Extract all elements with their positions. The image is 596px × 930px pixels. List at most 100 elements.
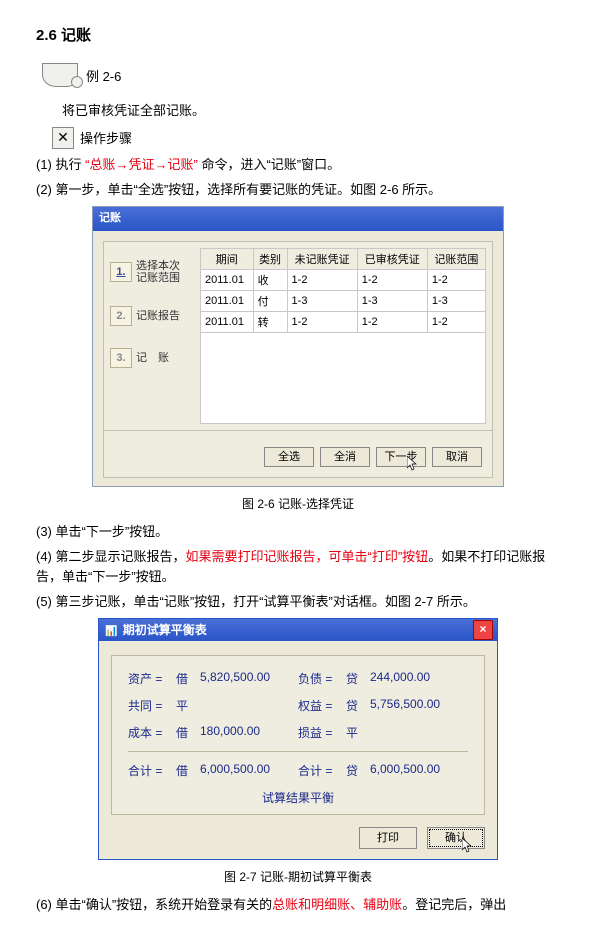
bal-value: 180,000.00 xyxy=(200,724,298,741)
clear-all-button[interactable]: 全消 xyxy=(320,447,370,467)
bal-label: 负债 = xyxy=(298,670,346,687)
table-row[interactable]: 2011.01 收 1-2 1-2 1-2 xyxy=(201,269,486,290)
cell: 1-3 xyxy=(427,290,485,311)
balance-row: 共同 = 平 权益 = 贷 5,756,500.00 xyxy=(128,697,468,714)
cell: 2011.01 xyxy=(201,311,254,332)
step1-pre: (1) 执行 xyxy=(36,157,82,172)
step4-pre: (4) 第二步显示记账报告， xyxy=(36,549,186,564)
wizard-step-3[interactable]: 3. 记 账 xyxy=(110,348,200,368)
ops-label: 操作步骤 xyxy=(80,128,132,147)
table-empty-area xyxy=(200,333,486,424)
cell: 收 xyxy=(253,269,287,290)
window-trial-balance-buttons: 打印 确认 xyxy=(111,827,485,849)
wizard-step-1-label: 选择本次 记账范围 xyxy=(136,260,180,284)
window-jizhang: 记账 1. 选择本次 记账范围 2. 记账报告 3. 记 账 xyxy=(92,206,504,487)
step-3: (3) 单击“下一步”按钮。 xyxy=(36,522,560,542)
bal-value xyxy=(370,724,468,741)
step1-cmd: “总账→凭证→记账” xyxy=(85,157,198,172)
example-row: 例 2-6 xyxy=(42,63,560,87)
wizard-step-1-num: 1. xyxy=(110,262,132,282)
bal-value xyxy=(200,697,298,714)
wizard-step-3-num: 3. xyxy=(110,348,132,368)
cell: 转 xyxy=(253,311,287,332)
window-jizhang-title: 记账 xyxy=(93,207,503,231)
cell: 1-2 xyxy=(427,311,485,332)
bal-dc: 贷 xyxy=(346,670,370,687)
col-unposted: 未记账凭证 xyxy=(287,248,357,269)
cell: 1-2 xyxy=(427,269,485,290)
col-period: 期间 xyxy=(201,248,254,269)
next-button-label: 下一步 xyxy=(385,451,418,463)
cell: 2011.01 xyxy=(201,269,254,290)
hand-point-icon xyxy=(42,63,78,87)
cell: 1-2 xyxy=(357,311,427,332)
step6-pre: (6) 单击“确认”按钮，系统开始登录有关的 xyxy=(36,897,272,912)
balance-total-row: 合计 = 借 6,000,500.00 合计 = 贷 6,000,500.00 xyxy=(128,762,468,779)
cell: 1-2 xyxy=(357,269,427,290)
ops-row: ✕ 操作步骤 xyxy=(52,127,560,149)
intro-text: 将已审核凭证全部记账。 xyxy=(36,101,560,121)
close-icon[interactable]: × xyxy=(473,620,493,640)
cell: 付 xyxy=(253,290,287,311)
window-trial-balance: 📊 期初试算平衡表 × 资产 = 借 5,820,500.00 负债 = 贷 2… xyxy=(98,618,498,860)
ok-button[interactable]: 确认 xyxy=(427,827,485,849)
bal-value: 244,000.00 xyxy=(370,670,468,687)
bal-dc: 平 xyxy=(176,697,200,714)
figure-caption-1: 图 2-6 记账-选择凭证 xyxy=(36,495,560,512)
wizard-step-2-num: 2. xyxy=(110,306,132,326)
window-trial-balance-title: 📊 期初试算平衡表 xyxy=(105,621,207,638)
voucher-table: 期间 类别 未记账凭证 已审核凭证 记账范围 2011.01 收 xyxy=(200,248,486,333)
table-row[interactable]: 2011.01 转 1-2 1-2 1-2 xyxy=(201,311,486,332)
col-audited: 已审核凭证 xyxy=(357,248,427,269)
select-all-button[interactable]: 全选 xyxy=(264,447,314,467)
cell: 1-3 xyxy=(287,290,357,311)
step-5: (5) 第三步记账，单击“记账”按钮，打开“试算平衡表”对话框。如图 2-7 所… xyxy=(36,592,560,612)
bal-value: 6,000,500.00 xyxy=(370,762,468,779)
bal-dc: 贷 xyxy=(346,697,370,714)
bal-label: 损益 = xyxy=(298,724,346,741)
balance-row: 资产 = 借 5,820,500.00 负债 = 贷 244,000.00 xyxy=(128,670,468,687)
bal-label: 成本 = xyxy=(128,724,176,741)
step-2: (2) 第一步，单击“全选”按钮，选择所有要记账的凭证。如图 2-6 所示。 xyxy=(36,180,560,200)
cell: 1-2 xyxy=(287,311,357,332)
table-row[interactable]: 2011.01 付 1-3 1-3 1-3 xyxy=(201,290,486,311)
col-type: 类别 xyxy=(253,248,287,269)
tools-icon: ✕ xyxy=(52,127,74,149)
cancel-button[interactable]: 取消 xyxy=(432,447,482,467)
bal-value: 6,000,500.00 xyxy=(200,762,298,779)
balance-panel: 资产 = 借 5,820,500.00 负债 = 贷 244,000.00 共同… xyxy=(111,655,485,815)
bal-dc: 贷 xyxy=(346,762,370,779)
next-button[interactable]: 下一步 xyxy=(376,447,426,467)
bal-dc: 借 xyxy=(176,724,200,741)
wizard-step-2[interactable]: 2. 记账报告 xyxy=(110,306,200,326)
window-jizhang-buttons: 全选 全消 下一步 取消 xyxy=(103,431,493,478)
example-label: 例 2-6 xyxy=(86,66,121,85)
bal-dc: 平 xyxy=(346,724,370,741)
bal-label: 共同 = xyxy=(128,697,176,714)
step6-red: 总账和明细账、辅助账 xyxy=(272,897,402,912)
step4-red: 如果需要打印记账报告，可单击“打印”按钮 xyxy=(186,549,429,564)
wizard-step-1[interactable]: 1. 选择本次 记账范围 xyxy=(110,260,200,284)
balance-row: 成本 = 借 180,000.00 损益 = 平 xyxy=(128,724,468,741)
wizard-step-2-label: 记账报告 xyxy=(136,310,180,322)
bal-label: 权益 = xyxy=(298,697,346,714)
step6-post: 。登记完后，弹出 xyxy=(402,897,506,912)
balance-divider xyxy=(128,751,468,752)
bal-label: 资产 = xyxy=(128,670,176,687)
window-trial-balance-titlebar: 📊 期初试算平衡表 × xyxy=(99,619,497,641)
wizard-step-3-label: 记 账 xyxy=(136,352,169,364)
print-button[interactable]: 打印 xyxy=(359,827,417,849)
bal-label: 合计 = xyxy=(128,762,176,779)
cell: 2011.01 xyxy=(201,290,254,311)
bal-dc: 借 xyxy=(176,670,200,687)
wizard-steps: 1. 选择本次 记账范围 2. 记账报告 3. 记 账 xyxy=(110,248,200,424)
bal-dc: 借 xyxy=(176,762,200,779)
ok-button-label: 确认 xyxy=(445,832,467,844)
col-range: 记账范围 xyxy=(427,248,485,269)
bal-label: 合计 = xyxy=(298,762,346,779)
window-trial-balance-title-text: 期初试算平衡表 xyxy=(123,623,207,637)
chart-icon: 📊 xyxy=(105,626,117,637)
figure-caption-2: 图 2-7 记账-期初试算平衡表 xyxy=(36,868,560,885)
bal-value: 5,820,500.00 xyxy=(200,670,298,687)
step-6: (6) 单击“确认”按钮，系统开始登录有关的总账和明细账、辅助账。登记完后，弹出 xyxy=(36,895,560,915)
